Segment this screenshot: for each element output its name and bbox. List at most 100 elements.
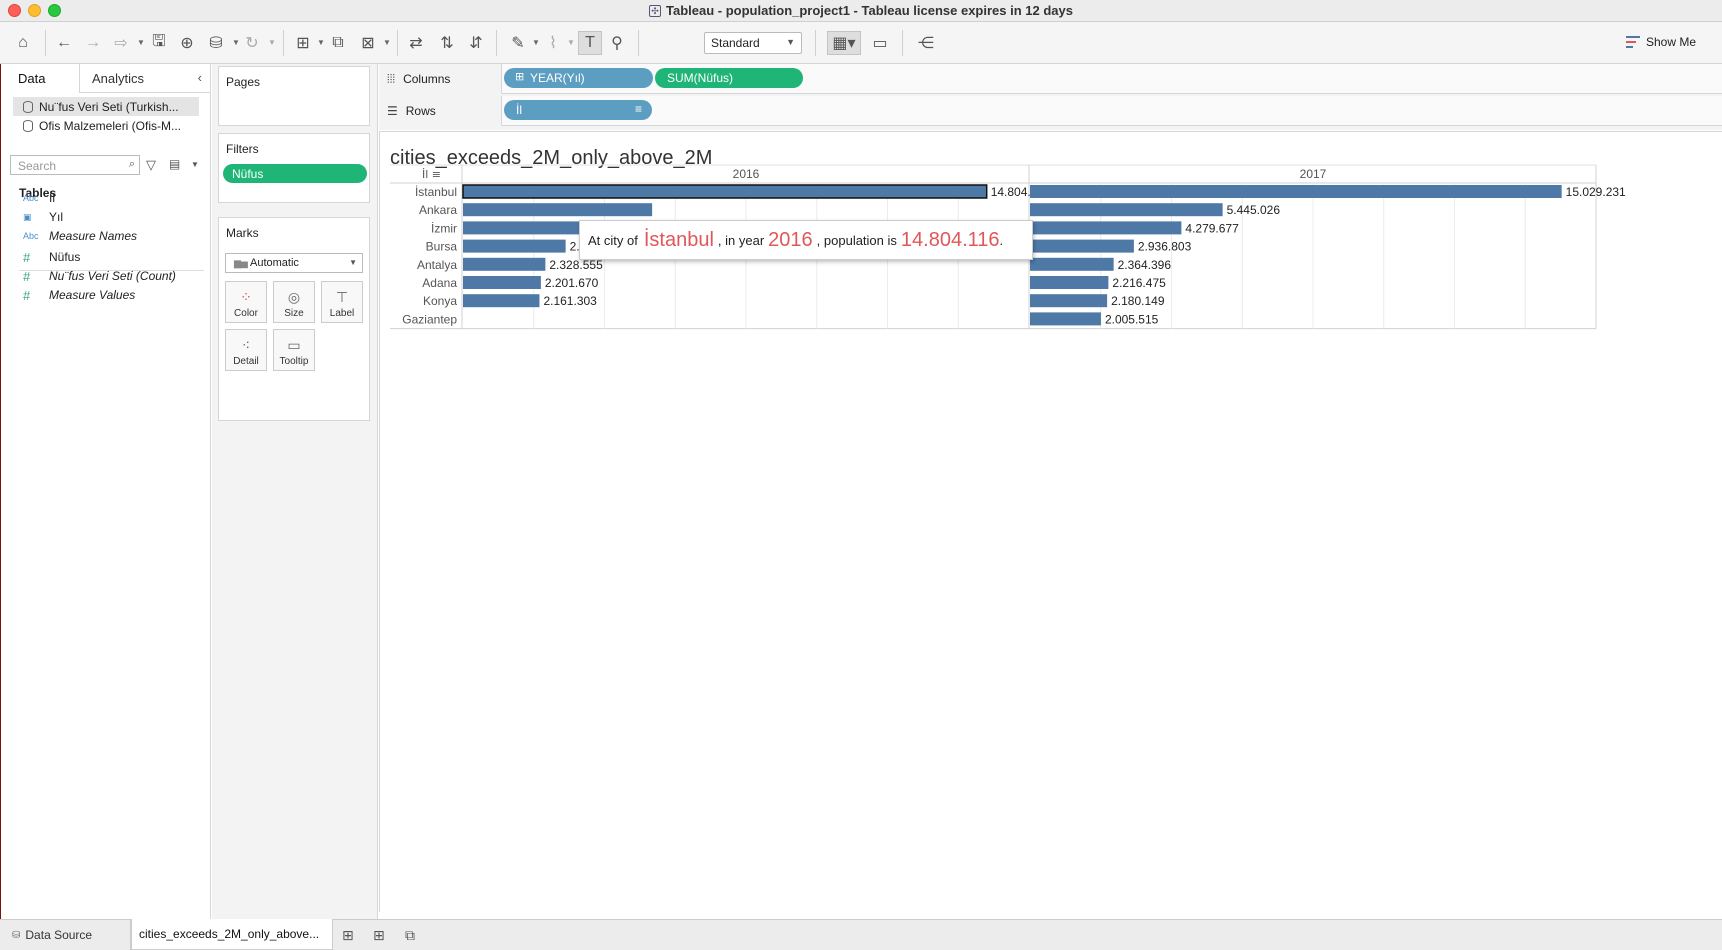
filter-pill[interactable]: Nüfus [223, 164, 367, 183]
show-me-button[interactable]: Show Me [1626, 35, 1696, 49]
viz-area: cities_exceeds_2M_only_above_2M İl ≡ 2016… [379, 131, 1722, 912]
il-pill[interactable]: İl ≡ [504, 100, 652, 120]
toolbar-divider [45, 30, 46, 56]
toolbar: ⌂ ← → ⇨ ▼ 🖫 ⊕ ⛁ ▼ ↻ ▼ ⊞ ▼ ⧉ ⊠ ▼ ⇄ ⇅ ⇵ ✎ … [0, 22, 1722, 64]
fit-mode-select[interactable]: Standard ▼ [704, 32, 802, 54]
pause-caret-icon[interactable]: ▼ [232, 38, 240, 47]
filters-card[interactable]: Filters Nüfus [218, 133, 370, 203]
new-story-icon[interactable]: ⧉ [405, 927, 415, 943]
mark-type-select[interactable]: ▆▅ Automatic ▼ [225, 253, 363, 273]
view-data-icon[interactable]: ▤ [169, 157, 181, 171]
fix-axes-icon[interactable]: ⚲ [611, 35, 623, 52]
label-button[interactable]: ⊤ Label [321, 281, 363, 323]
tab-analytics[interactable]: Analytics [92, 71, 145, 86]
bar [463, 203, 653, 217]
sort-descending-icon[interactable]: ⇵ [469, 35, 483, 52]
group-members-icon[interactable]: ⌇ [549, 35, 557, 52]
filter-icon[interactable]: ▽ [146, 157, 156, 172]
save-icon[interactable]: 🖫 [152, 32, 166, 50]
datasource-item[interactable]: Nu¨fus Veri Seti (Turkish... [13, 97, 199, 116]
highlight-caret-icon[interactable]: ▼ [532, 38, 540, 47]
pages-card[interactable]: Pages [218, 66, 370, 126]
new-worksheet-icon[interactable]: ⊞ [342, 927, 354, 943]
share-icon[interactable]: ⋲ [918, 35, 934, 52]
maximize-window-button[interactable] [48, 4, 61, 17]
tooltip-value: 14.804.116 [900, 228, 1000, 251]
close-window-button[interactable] [8, 4, 21, 17]
collapse-pane-icon[interactable]: ‹ [197, 70, 202, 85]
bar-value-label: 4.279.677 [1185, 221, 1239, 235]
field-item[interactable]: # Measure Values [23, 286, 135, 304]
sort-ascending-icon[interactable]: ⇅ [440, 35, 454, 52]
chevron-down-icon[interactable]: ▼ [191, 160, 199, 169]
tab-data[interactable]: Data [18, 71, 46, 86]
refresh-icon[interactable]: ↻ [245, 35, 259, 52]
redo-icon[interactable]: → [85, 34, 101, 51]
filters-title: Filters [226, 142, 259, 156]
refresh-caret-icon[interactable]: ▼ [268, 38, 276, 47]
minimize-window-button[interactable] [28, 4, 41, 17]
size-icon: ◎ [287, 289, 301, 305]
tab-data-source[interactable]: ⛁ Data Source [0, 920, 131, 950]
expand-icon: ⊞ [515, 71, 525, 83]
title-bar: ✣ Tableau - population_project1 - Tablea… [0, 0, 1722, 22]
home-icon[interactable]: ⌂ [18, 34, 28, 51]
year-pill[interactable]: ⊞ YEAR(Yıl) [504, 68, 653, 88]
new-dashboard-icon[interactable]: ⊞ [373, 927, 385, 943]
clear-caret-icon[interactable]: ▼ [383, 38, 391, 47]
new-worksheet-icon[interactable]: ⊞ [296, 35, 310, 52]
color-button[interactable]: ⁘ Color [225, 281, 267, 323]
pause-updates-icon[interactable]: ⛁ [209, 35, 223, 52]
city-label: Ankara [419, 203, 457, 217]
field-item[interactable]: # Nu¨fus Veri Seti (Count) [23, 267, 176, 285]
bar [1030, 276, 1109, 289]
worksheet-tab-label: cities_exceeds_2M_only_above... [139, 927, 320, 941]
new-worksheet-caret-icon[interactable]: ▼ [317, 38, 325, 47]
field-item[interactable]: ▣ Yıl [23, 208, 63, 226]
field-item[interactable]: Abc İl [23, 189, 55, 207]
tab-worksheet[interactable]: cities_exceeds_2M_only_above... [131, 919, 333, 950]
rows-shelf[interactable]: ☰ Rows İl ≡ [379, 96, 1722, 126]
field-search-input[interactable]: Search ⌕ [10, 155, 140, 175]
show-mark-labels-icon[interactable]: T [578, 31, 602, 55]
bar [462, 184, 988, 199]
data-source-label: Data Source [25, 928, 93, 942]
tooltip-suffix: . [999, 232, 1004, 248]
detail-button[interactable]: ⁖ Detail [225, 329, 267, 371]
window-title: ✣ Tableau - population_project1 - Tablea… [649, 3, 1073, 18]
city-label: Adana [422, 276, 457, 290]
bar-value-label: 2.216.475 [1112, 276, 1166, 290]
city-label: Bursa [426, 240, 458, 254]
bar-value-label: 2.161.303 [543, 294, 597, 308]
bar [1030, 257, 1114, 271]
replay-caret-icon[interactable]: ▼ [137, 38, 145, 47]
cards-column: Pages Filters Nüfus Marks ▆▅ Automatic ▼… [212, 64, 378, 919]
group-caret-icon[interactable]: ▼ [567, 38, 575, 47]
size-button[interactable]: ◎ Size [273, 281, 315, 323]
toolbar-divider [638, 30, 639, 56]
detail-icon: ⁖ [241, 337, 251, 353]
duplicate-sheet-icon[interactable]: ⧉ [332, 34, 344, 51]
highlight-icon[interactable]: ✎ [511, 35, 525, 52]
show-cards-icon[interactable]: ▦▾ [827, 31, 861, 55]
clear-sheet-icon[interactable]: ⊠ [361, 35, 375, 52]
tables-header: Tables [19, 186, 57, 200]
bar [1030, 203, 1223, 217]
bar-chart[interactable]: İl ≡ 2016 2017 İstanbul Ankara İzmir Bursa Anta… [380, 132, 1722, 913]
sheet-title: cities_exceeds_2M_only_above_2M [390, 147, 713, 169]
tooltip-mid2: , population is [816, 232, 897, 248]
field-item[interactable]: # Nüfus [23, 248, 80, 266]
presentation-mode-icon[interactable]: ▭ [872, 35, 888, 52]
datasource-item[interactable]: Ofis Malzemeleri (Ofis-M... [13, 116, 199, 135]
replay-icon[interactable]: ⇨ [114, 35, 128, 52]
tooltip-button[interactable]: ▭ Tooltip [273, 329, 315, 371]
swap-rows-columns-icon[interactable]: ⇄ [409, 35, 423, 52]
new-datasource-icon[interactable]: ⊕ [180, 35, 194, 52]
mark-tooltip: At city of İstanbul , in year 2016 , pop… [579, 220, 1033, 260]
sum-nufus-pill[interactable]: SUM(Nüfus) [655, 68, 803, 88]
field-item[interactable]: Abc Measure Names [23, 227, 137, 245]
color-label: Color [234, 308, 258, 319]
undo-icon[interactable]: ← [56, 34, 72, 51]
columns-shelf[interactable]: ⦙⦙⦙ Columns ⊞ YEAR(Yıl) SUM(Nüfus) [379, 64, 1722, 94]
rows-shelf-label: ☰ Rows [379, 96, 502, 126]
